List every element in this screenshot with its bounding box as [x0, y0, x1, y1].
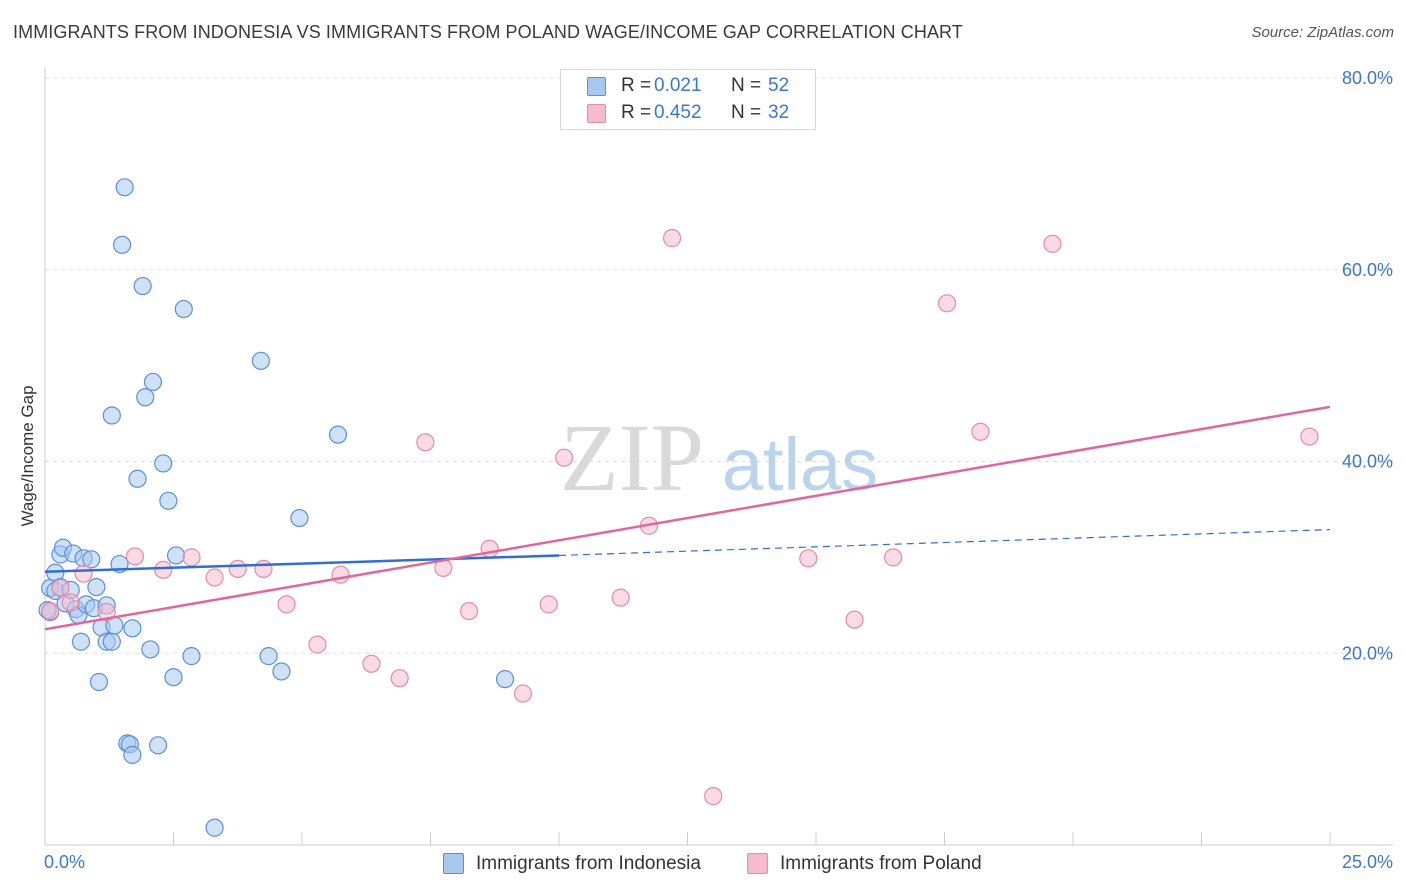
indonesia-point: [182, 647, 201, 666]
poland-point: [799, 549, 818, 568]
legend-r-label: R =: [621, 75, 652, 96]
indonesia-point: [164, 668, 183, 687]
bottom-legend-label: Immigrants from Poland: [780, 853, 982, 874]
indonesia-point: [112, 235, 132, 254]
indonesia-point: [272, 662, 291, 681]
poland-point: [539, 595, 558, 614]
x-tick-label-min: 0.0%: [44, 852, 86, 872]
indonesia-point: [154, 454, 173, 473]
series-poland-points: [41, 229, 1319, 806]
watermark-atlas: atlas: [722, 423, 878, 506]
indonesia-point: [123, 619, 142, 638]
legend-n-value: 52: [768, 75, 790, 96]
poland-point: [459, 601, 479, 621]
poland-point: [228, 559, 247, 578]
poland-point: [1043, 234, 1062, 253]
indonesia-point: [82, 550, 101, 569]
trend-lines: [44, 405, 1331, 631]
poland-point: [41, 601, 60, 621]
poland-point: [362, 654, 381, 673]
trend-line-indonesia: [44, 554, 560, 574]
legend-n-label: N =: [731, 102, 762, 123]
y-axis-label: Wage/Income Gap: [18, 385, 37, 527]
indonesia-point: [159, 491, 178, 510]
indonesia-point: [136, 388, 155, 407]
indonesia-point: [174, 299, 193, 319]
indonesia-point: [71, 632, 91, 651]
poland-point: [277, 595, 296, 614]
legend-r-value: 0.452: [654, 102, 702, 123]
indonesia-point: [166, 546, 186, 565]
indonesia-point: [205, 818, 224, 837]
indonesia-point: [128, 469, 147, 488]
y-tick-label: 60.0%: [1342, 260, 1393, 280]
poland-point: [513, 684, 533, 703]
watermark-zip: ZIP: [560, 404, 704, 511]
legend-swatch-poland: [587, 104, 606, 123]
indonesia-point: [141, 640, 160, 659]
poland-point: [51, 578, 70, 598]
poland-point: [390, 669, 409, 688]
y-tick-labels: 20.0% 40.0% 60.0% 80.0%: [1342, 68, 1393, 663]
axes: [44, 68, 1393, 846]
poland-point: [182, 548, 201, 567]
legend-n-label: N =: [731, 75, 762, 96]
legend-r-value: 0.021: [654, 75, 702, 96]
indonesia-point: [89, 672, 109, 692]
indonesia-point: [102, 406, 121, 425]
indonesia-point: [251, 351, 270, 370]
poland-point: [611, 588, 630, 607]
bottom-legend-swatch-indonesia: [443, 853, 464, 874]
indonesia-point: [290, 508, 309, 528]
poland-point: [308, 635, 327, 654]
poland-point: [1300, 427, 1319, 446]
poland-point: [331, 565, 350, 584]
indonesia-point: [259, 647, 278, 666]
indonesia-point: [328, 425, 348, 444]
indonesia-point: [143, 372, 163, 392]
poland-point: [254, 559, 273, 578]
trend-line-indonesia-extension: [558, 528, 1331, 557]
chart-title: IMMIGRANTS FROM INDONESIA VS IMMIGRANTS …: [13, 22, 963, 42]
poland-point: [74, 564, 93, 583]
poland-point: [154, 560, 173, 579]
legend-n-value: 32: [768, 102, 790, 123]
poland-point: [97, 602, 116, 622]
poland-point: [555, 448, 574, 467]
legend-swatch-indonesia: [587, 77, 606, 96]
poland-point: [937, 294, 957, 313]
indonesia-point: [102, 632, 121, 651]
poland-point: [971, 422, 990, 441]
poland-point: [883, 548, 903, 567]
indonesia-point: [148, 736, 168, 755]
x-tick-label-max: 25.0%: [1341, 852, 1393, 872]
poland-point: [662, 229, 682, 248]
indonesia-point: [87, 577, 106, 597]
grid-lines: [45, 77, 1393, 654]
series-indonesia-points: [38, 178, 515, 837]
source-credit: Source: ZipAtlas.com: [1251, 24, 1394, 41]
y-tick-label: 80.0%: [1342, 68, 1393, 88]
poland-point: [704, 787, 723, 806]
indonesia-point: [123, 745, 142, 764]
watermark: ZIP atlas: [560, 404, 878, 511]
trend-line-poland: [44, 405, 1331, 631]
poland-point: [125, 547, 145, 566]
legend-r-label: R =: [621, 102, 652, 123]
poland-point: [61, 593, 80, 612]
indonesia-point: [133, 276, 152, 296]
poland-point: [845, 610, 864, 629]
poland-point: [205, 568, 224, 587]
poland-point: [416, 433, 435, 452]
bottom-legend-swatch-poland: [747, 853, 768, 874]
indonesia-point: [115, 178, 134, 197]
bottom-legend-label: Immigrants from Indonesia: [476, 853, 701, 874]
y-tick-label: 40.0%: [1342, 452, 1393, 472]
correlation-legend: R = 0.021 N = 52 R = 0.452 N = 32: [560, 69, 816, 130]
indonesia-point: [495, 670, 515, 689]
poland-point: [480, 539, 499, 558]
y-tick-label: 20.0%: [1342, 643, 1393, 663]
